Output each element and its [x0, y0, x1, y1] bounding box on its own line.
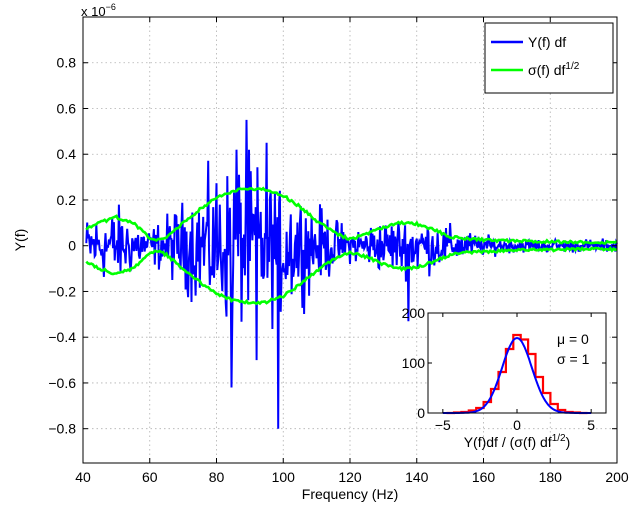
series-line-sigma-lower	[85, 245, 618, 306]
inset-y-tick-label: 0	[417, 405, 425, 421]
y-tick-label: −0.6	[48, 375, 76, 391]
x-tick-label: 160	[472, 469, 496, 485]
y-tick-label: 0.8	[57, 55, 77, 71]
y-exponent-text: x 10−6	[81, 2, 116, 19]
series-line-sigma-upper	[85, 186, 618, 246]
y-axis-label: Y(f)	[12, 229, 28, 252]
main-x-ticks: 40 60 80 100 120 140 160 180 200	[75, 17, 629, 485]
x-tick-label: 200	[605, 469, 629, 485]
y-exponent-label: x 10−6	[81, 2, 116, 19]
inset-x-ticks: −5 0 5	[435, 313, 595, 433]
inset-annotations: μ = 0 σ = 1	[557, 331, 590, 367]
y-tick-label: 0	[68, 238, 76, 254]
x-tick-label: 180	[539, 469, 563, 485]
main-chart: 40 60 80 100 120 140 160 180 200 −0.8−0.6−0.4−0.…	[12, 2, 629, 502]
main-y-ticks: −0.8 −0.6 −0.4 −0.2 0 0.2 0.4 0.6 0.8	[48, 55, 617, 437]
legend-entry-label: σ(f) df1/2	[528, 61, 580, 78]
inset-x-tick-label: 5	[587, 417, 595, 433]
x-tick-label: 140	[405, 469, 429, 485]
y-tick-label: 0.6	[57, 100, 77, 116]
x-tick-label: 60	[142, 469, 158, 485]
inset-histogram	[446, 333, 588, 415]
inset-x-tick-label: 0	[513, 417, 521, 433]
x-tick-label: 80	[209, 469, 225, 485]
x-tick-label: 40	[75, 469, 91, 485]
legend-entry-label: Y(f) df	[528, 34, 566, 50]
inset-y-ticks: 0 100 200	[402, 305, 606, 421]
inset-annotation: μ = 0	[557, 331, 589, 347]
y-tick-label: −0.4	[48, 329, 76, 345]
y-tick-label: −0.2	[48, 283, 76, 299]
inset-y-tick-label: 100	[402, 355, 426, 371]
x-tick-label: 120	[338, 469, 362, 485]
y-tick-label: 0.2	[57, 192, 77, 208]
inset-plot-area	[428, 313, 606, 413]
inset-x-axis-label-text: Y(f)df / (σ(f) df1/2)	[464, 433, 571, 450]
inset-x-axis-label: Y(f)df / (σ(f) df1/2)	[464, 433, 571, 450]
legend: Y(f) df σ(f) df1/2	[484, 22, 614, 94]
legend-box	[484, 22, 614, 94]
y-tick-label: −0.8	[48, 421, 76, 437]
main-series	[85, 119, 618, 429]
inset-x-tick-label: −5	[435, 417, 451, 433]
y-tick-label: 0.4	[57, 146, 77, 162]
x-axis-label: Frequency (Hz)	[302, 486, 398, 502]
inset-annotation: σ = 1	[557, 351, 590, 367]
x-tick-label: 100	[272, 469, 296, 485]
inset-y-tick-label: 200	[402, 305, 426, 321]
